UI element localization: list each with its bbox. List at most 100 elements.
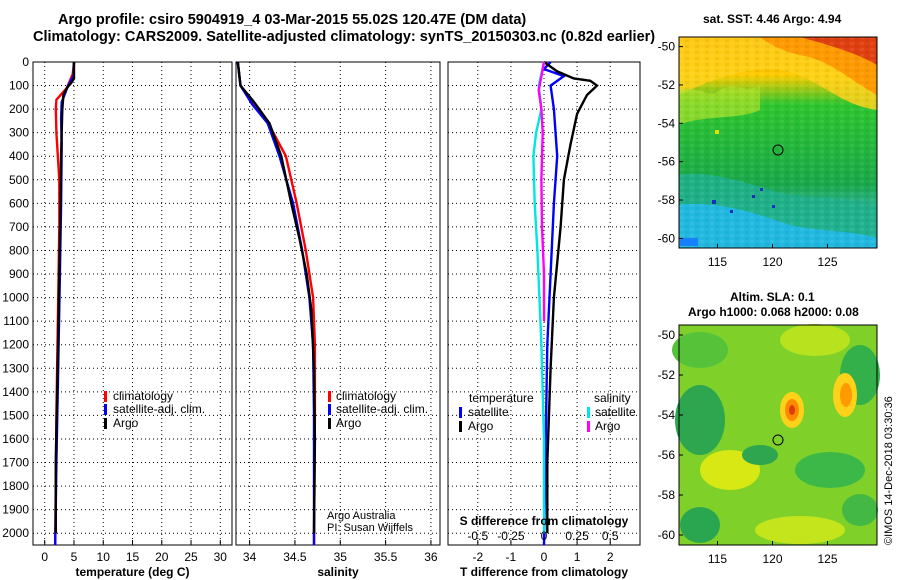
depth-tick-label: 800 [9, 243, 29, 257]
depth-tick-label: 1800 [2, 479, 29, 493]
figure-title-line1: Argo profile: csiro 5904919_4 03-Mar-201… [58, 12, 527, 28]
series-line-argo [54, 62, 76, 534]
credit-line-2: PI: Susan Wijffels [327, 522, 413, 534]
depth-tick-label: 500 [9, 173, 29, 187]
map-y-tick-label: -54 [658, 116, 676, 130]
legend-swatch [328, 418, 331, 429]
sst-map [678, 36, 878, 249]
s-tick-label: 0.25 [565, 529, 589, 543]
series-line-argo [236, 61, 317, 534]
map-y-tick-label: -50 [658, 40, 676, 54]
map-x-tick-label: 125 [817, 552, 837, 566]
credit-line-1: Argo Australia [327, 510, 396, 522]
depth-tick-label: 100 [9, 79, 29, 93]
map-y-tick-label: -58 [658, 193, 676, 207]
legend-swatch [328, 391, 331, 402]
x-tick-label: 35.5 [374, 550, 398, 564]
legend-label: satellite-adj. clim. [113, 402, 205, 416]
s-tick-label: -0.5 [467, 529, 488, 543]
map-y-tick-label: -52 [658, 368, 676, 382]
legend-label: satellite [468, 405, 509, 419]
map-y-tick-label: -56 [658, 448, 676, 462]
figure-title-line2: Climatology: CARS2009. Satellite-adjuste… [33, 29, 656, 45]
legend-swatch [104, 391, 107, 402]
map-y-tick-label: -50 [658, 328, 676, 342]
x-tick-label: 2 [607, 550, 614, 564]
legend-title-salinity: salinity [594, 391, 631, 405]
depth-tick-label: 1200 [2, 338, 29, 352]
depth-tick-label: 1500 [2, 408, 29, 422]
depth-tick-label: 1400 [2, 385, 29, 399]
series-line-temperature-satellite [541, 61, 567, 546]
sla-map-title-line1: Altim. SLA: 0.1 [730, 290, 815, 304]
depth-tick-label: 900 [9, 267, 29, 281]
depth-tick-label: 1100 [3, 314, 29, 328]
depth-tick-label: 200 [9, 102, 29, 116]
map-y-tick-label: -56 [658, 155, 676, 169]
depth-tick-label: 1000 [2, 291, 29, 305]
depth-tick-label: 1900 [2, 503, 29, 517]
map-y-tick-label: -60 [658, 528, 676, 542]
legend-swatch [104, 418, 107, 429]
x-tick-label: 10 [97, 550, 111, 564]
x-tick-label: 36 [424, 550, 438, 564]
series-line-salinity-argo [537, 61, 546, 322]
argo-location-marker-sla [772, 434, 784, 446]
depth-tick-label: 600 [9, 196, 29, 210]
legend-label: satellite-adj. clim. [336, 402, 428, 416]
depth-tick-label: 300 [9, 126, 29, 140]
depth-tick-label: 700 [9, 220, 29, 234]
map-x-tick-label: 115 [708, 255, 727, 269]
legend-label: Argo [595, 419, 621, 433]
legend-label: climatology [336, 389, 396, 403]
x-tick-label: 20 [155, 550, 169, 564]
legend-swatch [104, 404, 107, 415]
legend-swatch [587, 407, 590, 418]
legend-label: satellite [595, 405, 636, 419]
s-tick-label: -0.25 [497, 529, 525, 543]
x-tick-label: 1 [574, 550, 581, 564]
x-tick-label: 30 [214, 550, 228, 564]
legend-label: climatology [113, 389, 173, 403]
x-tick-label: -2 [472, 550, 483, 564]
x-tick-label: 35 [334, 550, 348, 564]
map-y-tick-label: -52 [658, 78, 676, 92]
depth-tick-label: 2000 [2, 526, 29, 540]
x-tick-label: 0 [41, 550, 48, 564]
s-tick-label: 0 [541, 529, 548, 543]
top-axis-label: S difference from climatology [460, 514, 629, 528]
map-y-tick-label: -60 [658, 231, 676, 245]
legend-label: Argo [113, 416, 139, 430]
x-tick-label: -1 [506, 550, 517, 564]
x-tick-label: 15 [126, 550, 140, 564]
map-x-tick-label: 120 [762, 255, 782, 269]
argo-location-marker [772, 144, 784, 156]
depth-tick-label: 1300 [2, 361, 29, 375]
legend-swatch [459, 407, 462, 418]
map-y-tick-label: -58 [658, 488, 676, 502]
legend-label: Argo [468, 419, 494, 433]
sla-map [672, 324, 880, 546]
imos-watermark: ©IMOS 14-Dec-2018 03:30:36 [883, 396, 895, 545]
depth-tick-label: 400 [9, 149, 29, 163]
map-y-tick-label: -54 [658, 408, 676, 422]
plot-frame [235, 61, 441, 546]
x-axis-label: T difference from climatology [460, 565, 628, 579]
series-line-temperature-argo [543, 61, 599, 534]
depth-tick-label: 0 [22, 55, 29, 69]
s-tick-label: 0.5 [602, 529, 619, 543]
x-tick-label: 34 [243, 550, 257, 564]
legend-swatch [328, 404, 331, 415]
sst-map-title: sat. SST: 4.46 Argo: 4.94 [703, 12, 842, 26]
x-tick-label: 5 [71, 550, 78, 564]
sla-map-title-line2: Argo h1000: 0.068 h2000: 0.08 [688, 305, 859, 319]
x-axis-label: salinity [317, 565, 359, 579]
map-x-tick-label: 115 [708, 552, 727, 566]
x-tick-label: 0 [541, 550, 548, 564]
x-tick-label: 34.5 [283, 550, 307, 564]
depth-tick-label: 1600 [2, 432, 29, 446]
x-tick-label: 25 [184, 550, 198, 564]
legend-swatch [587, 421, 590, 432]
map-x-tick-label: 125 [817, 255, 837, 269]
